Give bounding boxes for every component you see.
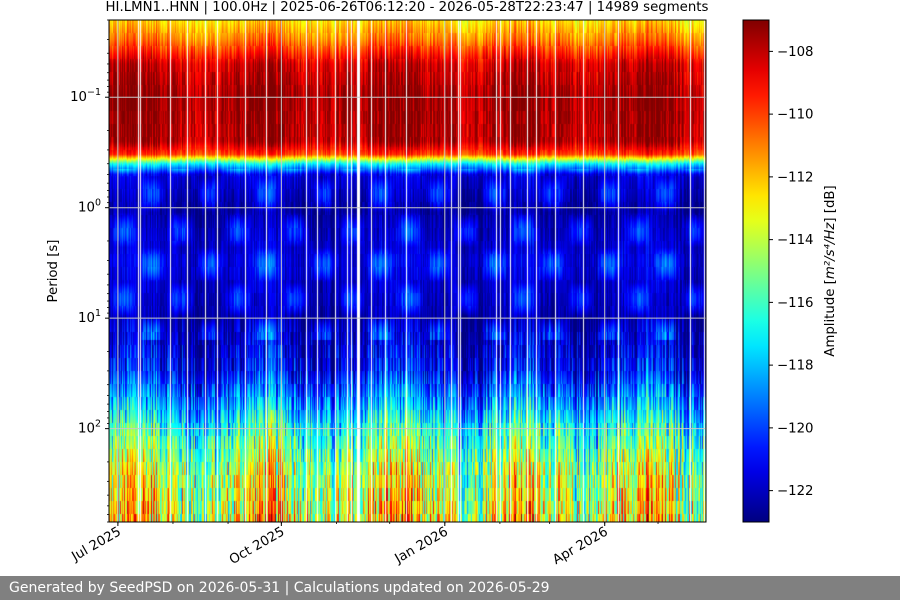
colorbar-tick-label: −110	[777, 108, 814, 123]
colorbar-tick-label: −122	[777, 484, 814, 499]
colorbar-tick-label: −114	[777, 233, 814, 248]
colorbar-tick-label: −108	[777, 45, 814, 60]
y-tick-label: 10−1	[70, 87, 101, 105]
x-tick-label: Jul 2025	[69, 524, 124, 565]
colorbar-label-prefix: Amplitude [	[823, 279, 838, 357]
colorbar-label-units: m²/s⁴/Hz	[823, 222, 838, 279]
chart-title: HI.LMN1..HNN | 100.0Hz | 2025-06-26T06:1…	[106, 0, 709, 15]
colorbar-tick-label: −120	[777, 421, 814, 436]
x-tick-label: Jan 2026	[392, 524, 451, 567]
colorbar-label-suffix: ] [dB]	[823, 185, 838, 222]
colorbar-ticks: −108 −110 −112 −114 −116 −118 −120 −122	[769, 45, 814, 499]
colorbar: −108 −110 −112 −114 −116 −118 −120 −122 Amplitu…	[742, 19, 838, 523]
footer-bar: Generated by SeedPSD on 2026-05-31 | Cal…	[0, 576, 900, 600]
y-tick-label: 100	[78, 198, 101, 216]
colorbar-tick-label: −118	[777, 359, 814, 374]
colorbar-tick-label: −116	[777, 296, 814, 311]
plot-area	[108, 19, 707, 523]
y-tick-label: 102	[78, 419, 101, 437]
x-axis: Jul 2025 Oct 2025 Jan 2026 Apr 2026	[69, 522, 659, 568]
colorbar-tick-label: −112	[777, 170, 814, 185]
colorbar-label: Amplitude [m²/s⁴/Hz] [dB]	[823, 185, 838, 356]
y-tick-label: 101	[78, 308, 101, 326]
colorbar-gradient	[742, 19, 770, 523]
y-axis: 10−1 100 101 102	[70, 19, 109, 523]
x-tick-label: Oct 2025	[227, 524, 287, 568]
footer-text: Generated by SeedPSD on 2026-05-31 | Cal…	[9, 580, 550, 596]
x-tick-label: Apr 2026	[550, 524, 610, 568]
plot-frame	[108, 19, 707, 523]
spectrogram-heatmap	[109, 20, 706, 522]
grid-lines	[109, 20, 706, 522]
y-axis-label: Period [s]	[46, 240, 61, 303]
